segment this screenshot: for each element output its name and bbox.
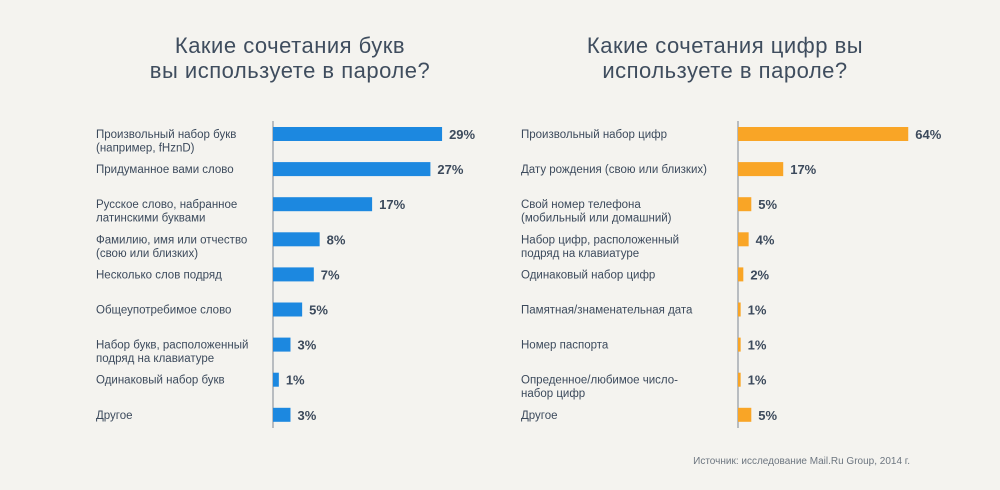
right-value-label: 5% <box>758 408 777 423</box>
right-value-label: 17% <box>790 162 816 177</box>
right-value-label: 5% <box>758 197 777 212</box>
left-value-label: 8% <box>327 232 346 247</box>
left-category-label: Набор букв, расположенный <box>96 340 248 352</box>
left-bar <box>273 407 291 422</box>
left-category-label: латинскими буквами <box>96 213 205 225</box>
left-bar <box>273 162 431 177</box>
left-category-label: Несколько слов подряд <box>96 269 222 281</box>
source-note: Источник: исследование Mail.Ru Group, 20… <box>693 456 910 467</box>
left-title-line-1: Какие сочетания букв <box>174 33 406 58</box>
right-bar <box>738 162 784 177</box>
left-category-label: (например, fHznD) <box>96 143 195 155</box>
right-value-label: 1% <box>748 373 767 388</box>
right-category-label: Памятная/знаменательная дата <box>521 305 693 317</box>
right-value-label: 2% <box>750 267 769 282</box>
left-bar <box>273 197 373 212</box>
right-value-label: 1% <box>748 338 767 353</box>
left-chart-title: Какие сочетания букв вы используете в па… <box>90 33 490 83</box>
right-category-label: Номер паспорта <box>521 340 609 352</box>
left-value-label: 7% <box>321 267 340 282</box>
right-bar <box>738 372 741 387</box>
right-category-label: Дату рождения (свою или близких) <box>521 164 707 176</box>
right-category-label: подряд на клавиатуре <box>521 248 639 260</box>
right-value-label: 64% <box>915 127 941 142</box>
right-category-label: Одинаковый набор цифр <box>521 269 655 281</box>
right-title-line-1: Какие сочетания цифр вы <box>586 33 864 58</box>
left-bar <box>273 127 443 141</box>
right-bar <box>738 337 741 352</box>
left-category-label: Русское слово, набранное <box>96 199 237 211</box>
right-bar <box>738 267 744 282</box>
right-title-line-2: используете в пароле? <box>602 58 848 83</box>
left-value-label: 27% <box>437 162 463 177</box>
right-bar <box>738 232 749 247</box>
left-bar <box>273 302 303 317</box>
left-value-label: 3% <box>297 408 316 423</box>
left-value-label: 5% <box>309 303 328 318</box>
right-bar <box>738 407 752 422</box>
left-value-label: 17% <box>379 197 405 212</box>
right-category-label: Опреденное/любимое число- <box>521 375 678 387</box>
right-category-label: Другое <box>521 410 558 422</box>
right-category-label: набор цифр <box>521 388 585 400</box>
left-value-label: 29% <box>449 127 475 142</box>
left-bar <box>273 232 320 247</box>
right-value-label: 4% <box>756 232 775 247</box>
left-value-label: 3% <box>297 338 316 353</box>
right-category-label: (мобильный или домашний) <box>521 213 672 225</box>
left-category-label: Фамилию, имя или отчество <box>96 234 247 246</box>
right-category-label: Произвольный набор цифр <box>521 129 667 141</box>
left-category-label: (свою или близких) <box>96 248 198 260</box>
right-value-label: 1% <box>748 303 767 318</box>
right-chart-title: Какие сочетания цифр вы используете в па… <box>525 33 925 83</box>
left-category-label: подряд на клавиатуре <box>96 353 214 365</box>
left-category-label: Другое <box>96 410 133 422</box>
right-bar <box>738 127 909 141</box>
right-category-label: Набор цифр, расположенный <box>521 234 679 246</box>
left-category-label: Произвольный набор букв <box>96 129 236 141</box>
left-category-label: Придуманное вами слово <box>96 164 234 176</box>
left-title-line-2: вы используете в пароле? <box>149 58 431 83</box>
right-bar <box>738 197 752 212</box>
left-category-label: Общеупотребимое слово <box>96 305 231 317</box>
left-bar <box>273 372 279 387</box>
left-value-label: 1% <box>286 373 305 388</box>
left-bar <box>273 337 291 352</box>
left-category-label: Одинаковый набор букв <box>96 375 225 387</box>
left-bar <box>273 267 314 282</box>
right-category-label: Свой номер телефона <box>521 199 641 211</box>
right-bar <box>738 302 741 317</box>
